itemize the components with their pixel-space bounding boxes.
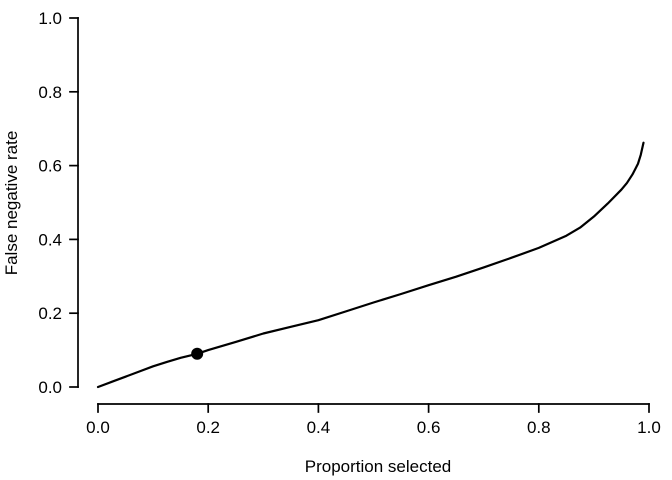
x-tick-label: 0.6	[417, 418, 441, 437]
x-tick-label: 0.0	[86, 418, 110, 437]
y-tick-label: 0.2	[38, 304, 62, 323]
y-axis-title: False negative rate	[2, 131, 21, 276]
x-tick-label: 1.0	[637, 418, 661, 437]
y-tick-label: 0.0	[38, 378, 62, 397]
marked-point	[191, 347, 204, 360]
y-tick-label: 0.8	[38, 83, 62, 102]
x-tick-label: 0.4	[307, 418, 331, 437]
axes-layer: 0.0 0.2 0.4 0.6 0.8 1.0 0.0 0.2 0.4 0.6 0.8 1.0	[38, 9, 660, 437]
x-tick-label: 0.8	[527, 418, 551, 437]
fnr-curve	[96, 141, 645, 389]
y-tick-label: 0.4	[38, 230, 62, 249]
x-axis-title: Proportion selected	[305, 457, 451, 476]
series-layer	[96, 141, 645, 389]
y-tick-label: 0.6	[38, 157, 62, 176]
x-tick-label: 0.2	[196, 418, 220, 437]
y-tick-label: 1.0	[38, 9, 62, 28]
